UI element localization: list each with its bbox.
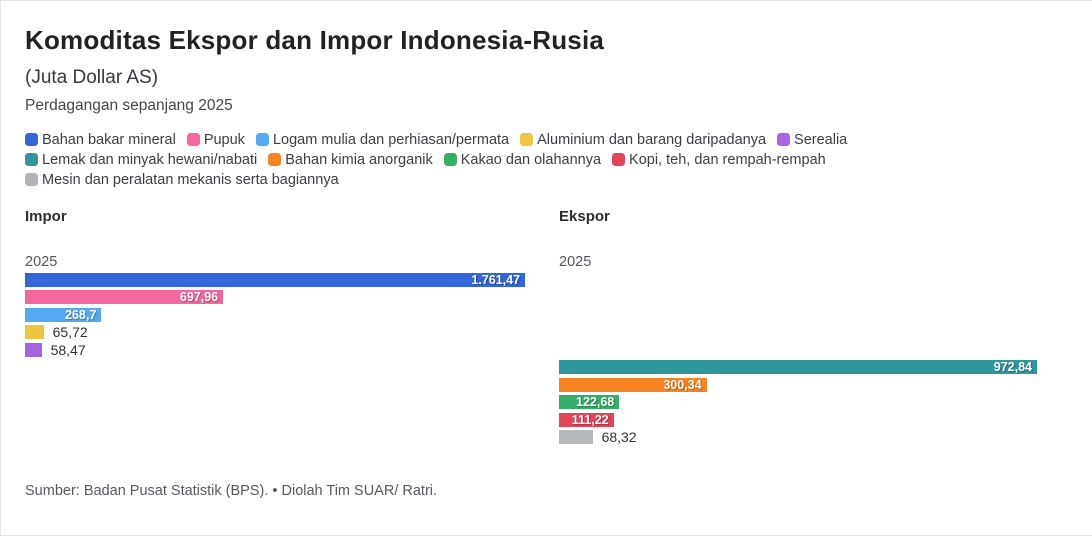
bar-row <box>25 429 525 447</box>
bar-aluminium <box>25 325 44 340</box>
bar-row <box>559 289 1037 307</box>
bar-value-label: 300,34 <box>663 377 702 392</box>
legend-item-logam-mulia: Logam mulia dan perhiasan/permata <box>255 131 510 148</box>
legend-item-lemak-minyak: Lemak dan minyak hewani/nabati <box>25 151 258 168</box>
legend-swatch-icon <box>777 133 791 146</box>
bar-row: 58,47 <box>25 341 525 359</box>
bar-serealia <box>25 342 42 357</box>
bar-row <box>25 394 525 412</box>
bar-group-ekspor: 972,84 300,34 122,68 111,22 68,32 <box>559 271 1037 446</box>
bar-bahan-kimia-anorganik: 300,34 <box>559 377 707 392</box>
bar-row: 68,32 <box>559 429 1037 447</box>
legend-swatch-icon <box>25 153 38 166</box>
legend-label: Serealia <box>794 131 848 148</box>
bar-row: 972,84 <box>559 359 1037 377</box>
bar-value-label: 122,68 <box>576 395 615 410</box>
year-label-impor: 2025 <box>25 254 58 270</box>
bar-row: 697,96 <box>25 289 525 307</box>
legend-label: Bahan kimia anorganik <box>285 151 433 168</box>
bar-value-label: 58,47 <box>50 341 86 358</box>
bar-kopi-teh-rempah: 111,22 <box>559 412 614 427</box>
bar-row: 122,68 <box>559 394 1037 412</box>
legend-swatch-icon <box>612 153 626 166</box>
legend-label: Bahan bakar mineral <box>42 131 176 148</box>
bar-value-label: 65,72 <box>52 324 88 341</box>
legend-swatch-icon <box>25 173 38 186</box>
bar-row <box>25 376 525 394</box>
bar-row <box>559 271 1037 289</box>
bar-row <box>25 411 525 429</box>
legend-item-bahan-kimia-anorganik: Bahan kimia anorganik <box>268 151 433 168</box>
legend-label: Aluminium dan barang daripadanya <box>537 131 767 148</box>
legend-item-pupuk: Pupuk <box>186 131 245 148</box>
bar-value-label: 111,22 <box>571 412 609 427</box>
bar-row: 111,22 <box>559 411 1037 429</box>
legend-item-serealia: Serealia <box>777 131 848 148</box>
bar-group-impor: 1.761,47 697,96 268,7 65,72 58,47 <box>25 271 525 446</box>
bar-kakao: 122,68 <box>559 395 620 410</box>
bar-pupuk: 697,96 <box>25 290 224 305</box>
legend-label: Pupuk <box>203 131 245 148</box>
source-credit: Sumber: Badan Pusat Statistik (BPS). • D… <box>25 483 438 499</box>
legend: Bahan bakar mineral Pupuk Logam mulia dan … <box>25 131 1075 188</box>
legend-swatch-icon <box>268 153 282 166</box>
bar-bahan-bakar-mineral: 1.761,47 <box>25 272 525 287</box>
panel-header-ekspor: Ekspor <box>559 208 610 225</box>
bar-row <box>559 324 1037 342</box>
legend-swatch-icon <box>443 153 457 166</box>
bar-value-label: 972,84 <box>993 360 1032 375</box>
bar-row: 300,34 <box>559 376 1037 394</box>
legend-label: Kakao dan olahannya <box>460 151 602 168</box>
page-title: Komoditas Ekspor dan Impor Indonesia-Rus… <box>25 25 605 55</box>
bar-lemak-minyak: 972,84 <box>559 360 1037 375</box>
legend-item-kakao: Kakao dan olahannya <box>443 151 602 168</box>
bar-row: 1.761,47 <box>25 271 525 289</box>
bar-value-label: 697,96 <box>179 290 219 305</box>
bar-logam-mulia: 268,7 <box>25 307 102 322</box>
legend-label: Logam mulia dan perhiasan/permata <box>272 131 510 148</box>
bar-row: 268,7 <box>25 306 525 324</box>
legend-label: Mesin dan peralatan mekanis serta bagian… <box>42 171 339 188</box>
legend-swatch-icon <box>25 133 38 146</box>
legend-item-mesin-peralatan: Mesin dan peralatan mekanis serta bagian… <box>25 171 339 188</box>
legend-item-bahan-bakar-mineral: Bahan bakar mineral <box>25 131 176 148</box>
legend-swatch-icon <box>255 133 269 146</box>
legend-swatch-icon <box>520 133 534 146</box>
chart-unit-subtitle: (Juta Dollar AS) <box>25 67 159 88</box>
bar-row <box>559 341 1037 359</box>
legend-item-aluminium: Aluminium dan barang daripadanya <box>520 131 767 148</box>
bar-value-label: 1.761,47 <box>471 272 520 287</box>
year-label-ekspor: 2025 <box>559 254 592 270</box>
legend-item-kopi-teh-rempah: Kopi, teh, dan rempah-rempah <box>612 151 826 168</box>
legend-swatch-icon <box>186 133 200 146</box>
bar-row <box>25 359 525 377</box>
bar-mesin-peralatan <box>559 430 593 445</box>
legend-label: Kopi, teh, dan rempah-rempah <box>629 151 826 168</box>
bar-value-label: 68,32 <box>601 429 637 446</box>
legend-label: Lemak dan minyak hewani/nabati <box>42 151 258 168</box>
bar-row <box>559 306 1037 324</box>
chart-description: Perdagangan sepanjang 2025 <box>25 97 233 114</box>
bar-row: 65,72 <box>25 324 525 342</box>
panel-header-impor: Impor <box>25 208 67 225</box>
bar-value-label: 268,7 <box>64 307 97 322</box>
